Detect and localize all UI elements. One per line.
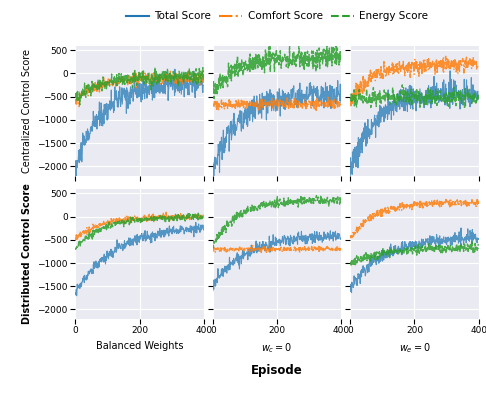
Legend: Total Score, Comfort Score, Energy Score: Total Score, Comfort Score, Energy Score (122, 7, 432, 25)
X-axis label: Balanced Weights: Balanced Weights (96, 341, 183, 351)
Text: Episode: Episode (251, 364, 303, 377)
X-axis label: $w_e=0$: $w_e=0$ (399, 341, 431, 355)
Y-axis label: Distributed Control Score: Distributed Control Score (22, 183, 32, 324)
X-axis label: $w_c=0$: $w_c=0$ (261, 341, 293, 355)
Y-axis label: Centralized Control Score: Centralized Control Score (22, 49, 32, 173)
